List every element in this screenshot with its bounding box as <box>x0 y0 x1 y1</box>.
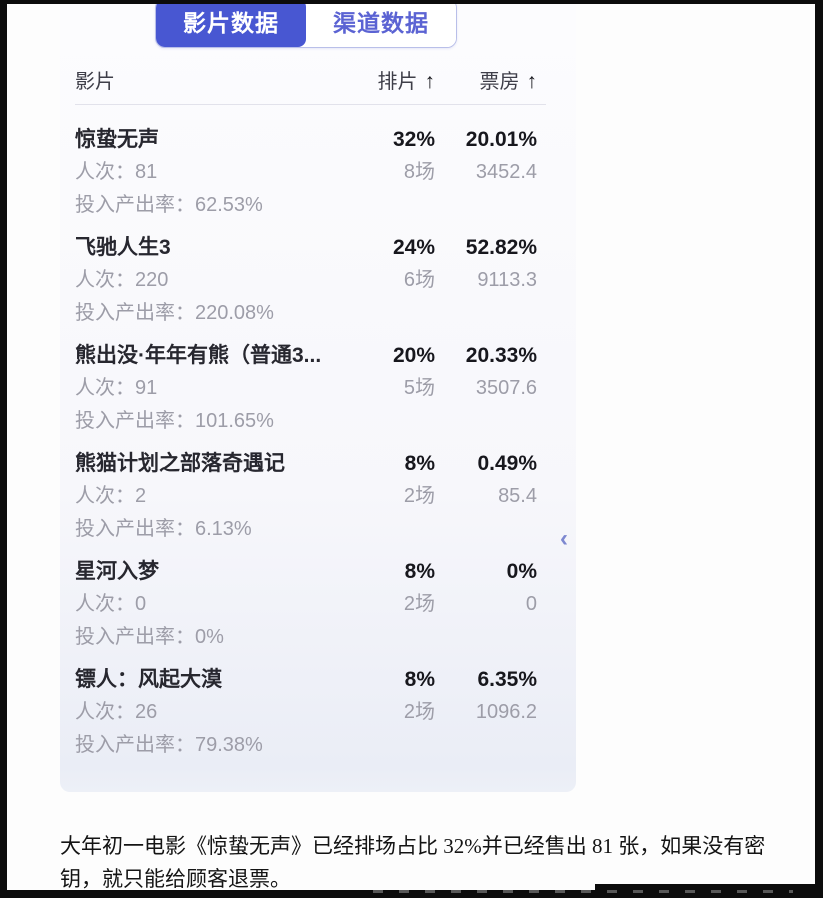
movie-row: 熊猫计划之部落奇遇记 8% 0.49% 人次：2 2场 85.4 投入产出率：6… <box>60 437 576 545</box>
roi-value: 220.08% <box>195 302 274 324</box>
roi-value: 62.53% <box>195 194 263 216</box>
roi-label: 投入产出率： <box>75 518 195 540</box>
box-office-amount: 1096.2 <box>475 701 537 723</box>
column-box-office-label: 票房 <box>479 71 520 93</box>
attendance-value: 0 <box>135 593 147 615</box>
roi-value: 79.38% <box>195 734 263 756</box>
attendance-value: 220 <box>135 269 169 291</box>
box-office-amount: 9113.3 <box>477 269 537 291</box>
movie-title: 镖人：风起大漠 <box>75 668 222 691</box>
roi-value: 0% <box>195 626 224 648</box>
sort-ascending-icon[interactable]: ↑ <box>424 70 436 93</box>
movie-row: 熊出没·年年有熊（普通3... 20% 20.33% 人次：91 5场 3507… <box>60 329 576 437</box>
column-scheduling-sort[interactable]: 排片 ↑ <box>335 66 436 98</box>
scheduling-percent: 24% <box>392 236 435 259</box>
movie-title: 惊蛰无声 <box>75 128 159 151</box>
box-office-amount: 3452.4 <box>475 161 537 183</box>
movie-title: 星河入梦 <box>75 560 159 583</box>
attendance-value: 91 <box>135 377 158 399</box>
roi-label: 投入产出率： <box>75 626 195 648</box>
sessions-count: 2场 <box>403 485 435 507</box>
movie-title: 飞驰人生3 <box>75 236 171 259</box>
scheduling-percent: 20% <box>392 344 435 367</box>
column-box-office-sort[interactable]: 票房 ↑ <box>435 66 538 98</box>
box-office-percent: 6.35% <box>477 668 537 691</box>
scheduling-percent: 8% <box>404 668 435 691</box>
movie-list: 惊蛰无声 32% 20.01% 人次：81 8场 3452.4 投入产出率：62… <box>60 105 576 761</box>
box-office-percent: 20.01% <box>465 128 537 151</box>
film-data-panel: 影片数据 渠道数据 影片 排片 ↑ 票房 ↑ 惊蛰无声 32% 20.01% 人… <box>60 0 576 792</box>
sessions-count: 5场 <box>403 377 435 399</box>
movie-title: 熊猫计划之部落奇遇记 <box>75 452 285 475</box>
movie-row: 飞驰人生3 24% 52.82% 人次：220 6场 9113.3 投入产出率：… <box>60 221 576 329</box>
attendance-label: 人次： <box>75 485 135 507</box>
movie-title: 熊出没·年年有熊（普通3... <box>75 344 322 367</box>
tab-film-data[interactable]: 影片数据 <box>156 0 306 47</box>
sessions-count: 6场 <box>403 269 435 291</box>
attendance-label: 人次： <box>75 377 135 399</box>
roi-label: 投入产出率： <box>75 410 195 432</box>
box-office-percent: 0.49% <box>477 452 537 475</box>
box-office-amount: 0 <box>525 593 537 615</box>
roi-label: 投入产出率： <box>75 734 195 756</box>
roi-value: 6.13% <box>195 518 252 540</box>
movie-row: 镖人：风起大漠 8% 6.35% 人次：26 2场 1096.2 投入产出率：7… <box>60 653 576 761</box>
box-office-percent: 20.33% <box>465 344 537 367</box>
box-office-amount: 3507.6 <box>475 377 537 399</box>
header-divider <box>75 104 546 105</box>
column-film-label: 影片 <box>75 71 115 93</box>
movie-row: 星河入梦 8% 0% 人次：0 2场 0 投入产出率：0% <box>60 545 576 653</box>
tab-channel-data[interactable]: 渠道数据 <box>306 0 456 47</box>
sessions-count: 2场 <box>403 593 435 615</box>
collapse-panel-chevron-left-icon[interactable]: ‹ <box>560 525 568 552</box>
box-office-amount: 85.4 <box>498 485 537 507</box>
roi-value: 101.65% <box>195 410 274 432</box>
movie-row: 惊蛰无声 32% 20.01% 人次：81 8场 3452.4 投入产出率：62… <box>60 113 576 221</box>
sort-ascending-icon[interactable]: ↑ <box>526 70 538 93</box>
sessions-count: 8场 <box>403 161 435 183</box>
attendance-label: 人次： <box>75 269 135 291</box>
box-office-percent: 0% <box>506 560 537 583</box>
watermark-strip <box>595 884 815 894</box>
caption-text: 大年初一电影《惊蛰无声》已经排场占比 32%并已经售出 81 张，如果没有密钥，… <box>60 834 766 891</box>
scheduling-percent: 8% <box>404 452 435 475</box>
roi-label: 投入产出率： <box>75 194 195 216</box>
scheduling-percent: 32% <box>392 128 435 151</box>
attendance-label: 人次： <box>75 593 135 615</box>
box-office-percent: 52.82% <box>465 236 537 259</box>
attendance-label: 人次： <box>75 161 135 183</box>
attendance-label: 人次： <box>75 701 135 723</box>
watermark-specks <box>373 890 793 893</box>
list-header: 影片 排片 ↑ 票房 ↑ <box>60 4 576 98</box>
data-tabs: 影片数据 渠道数据 <box>155 0 457 48</box>
scheduling-percent: 8% <box>404 560 435 583</box>
column-scheduling-label: 排片 <box>377 71 418 93</box>
attendance-value: 81 <box>135 161 158 183</box>
sessions-count: 2场 <box>403 701 435 723</box>
attendance-value: 26 <box>135 701 158 723</box>
roi-label: 投入产出率： <box>75 302 195 324</box>
attendance-value: 2 <box>135 485 147 507</box>
